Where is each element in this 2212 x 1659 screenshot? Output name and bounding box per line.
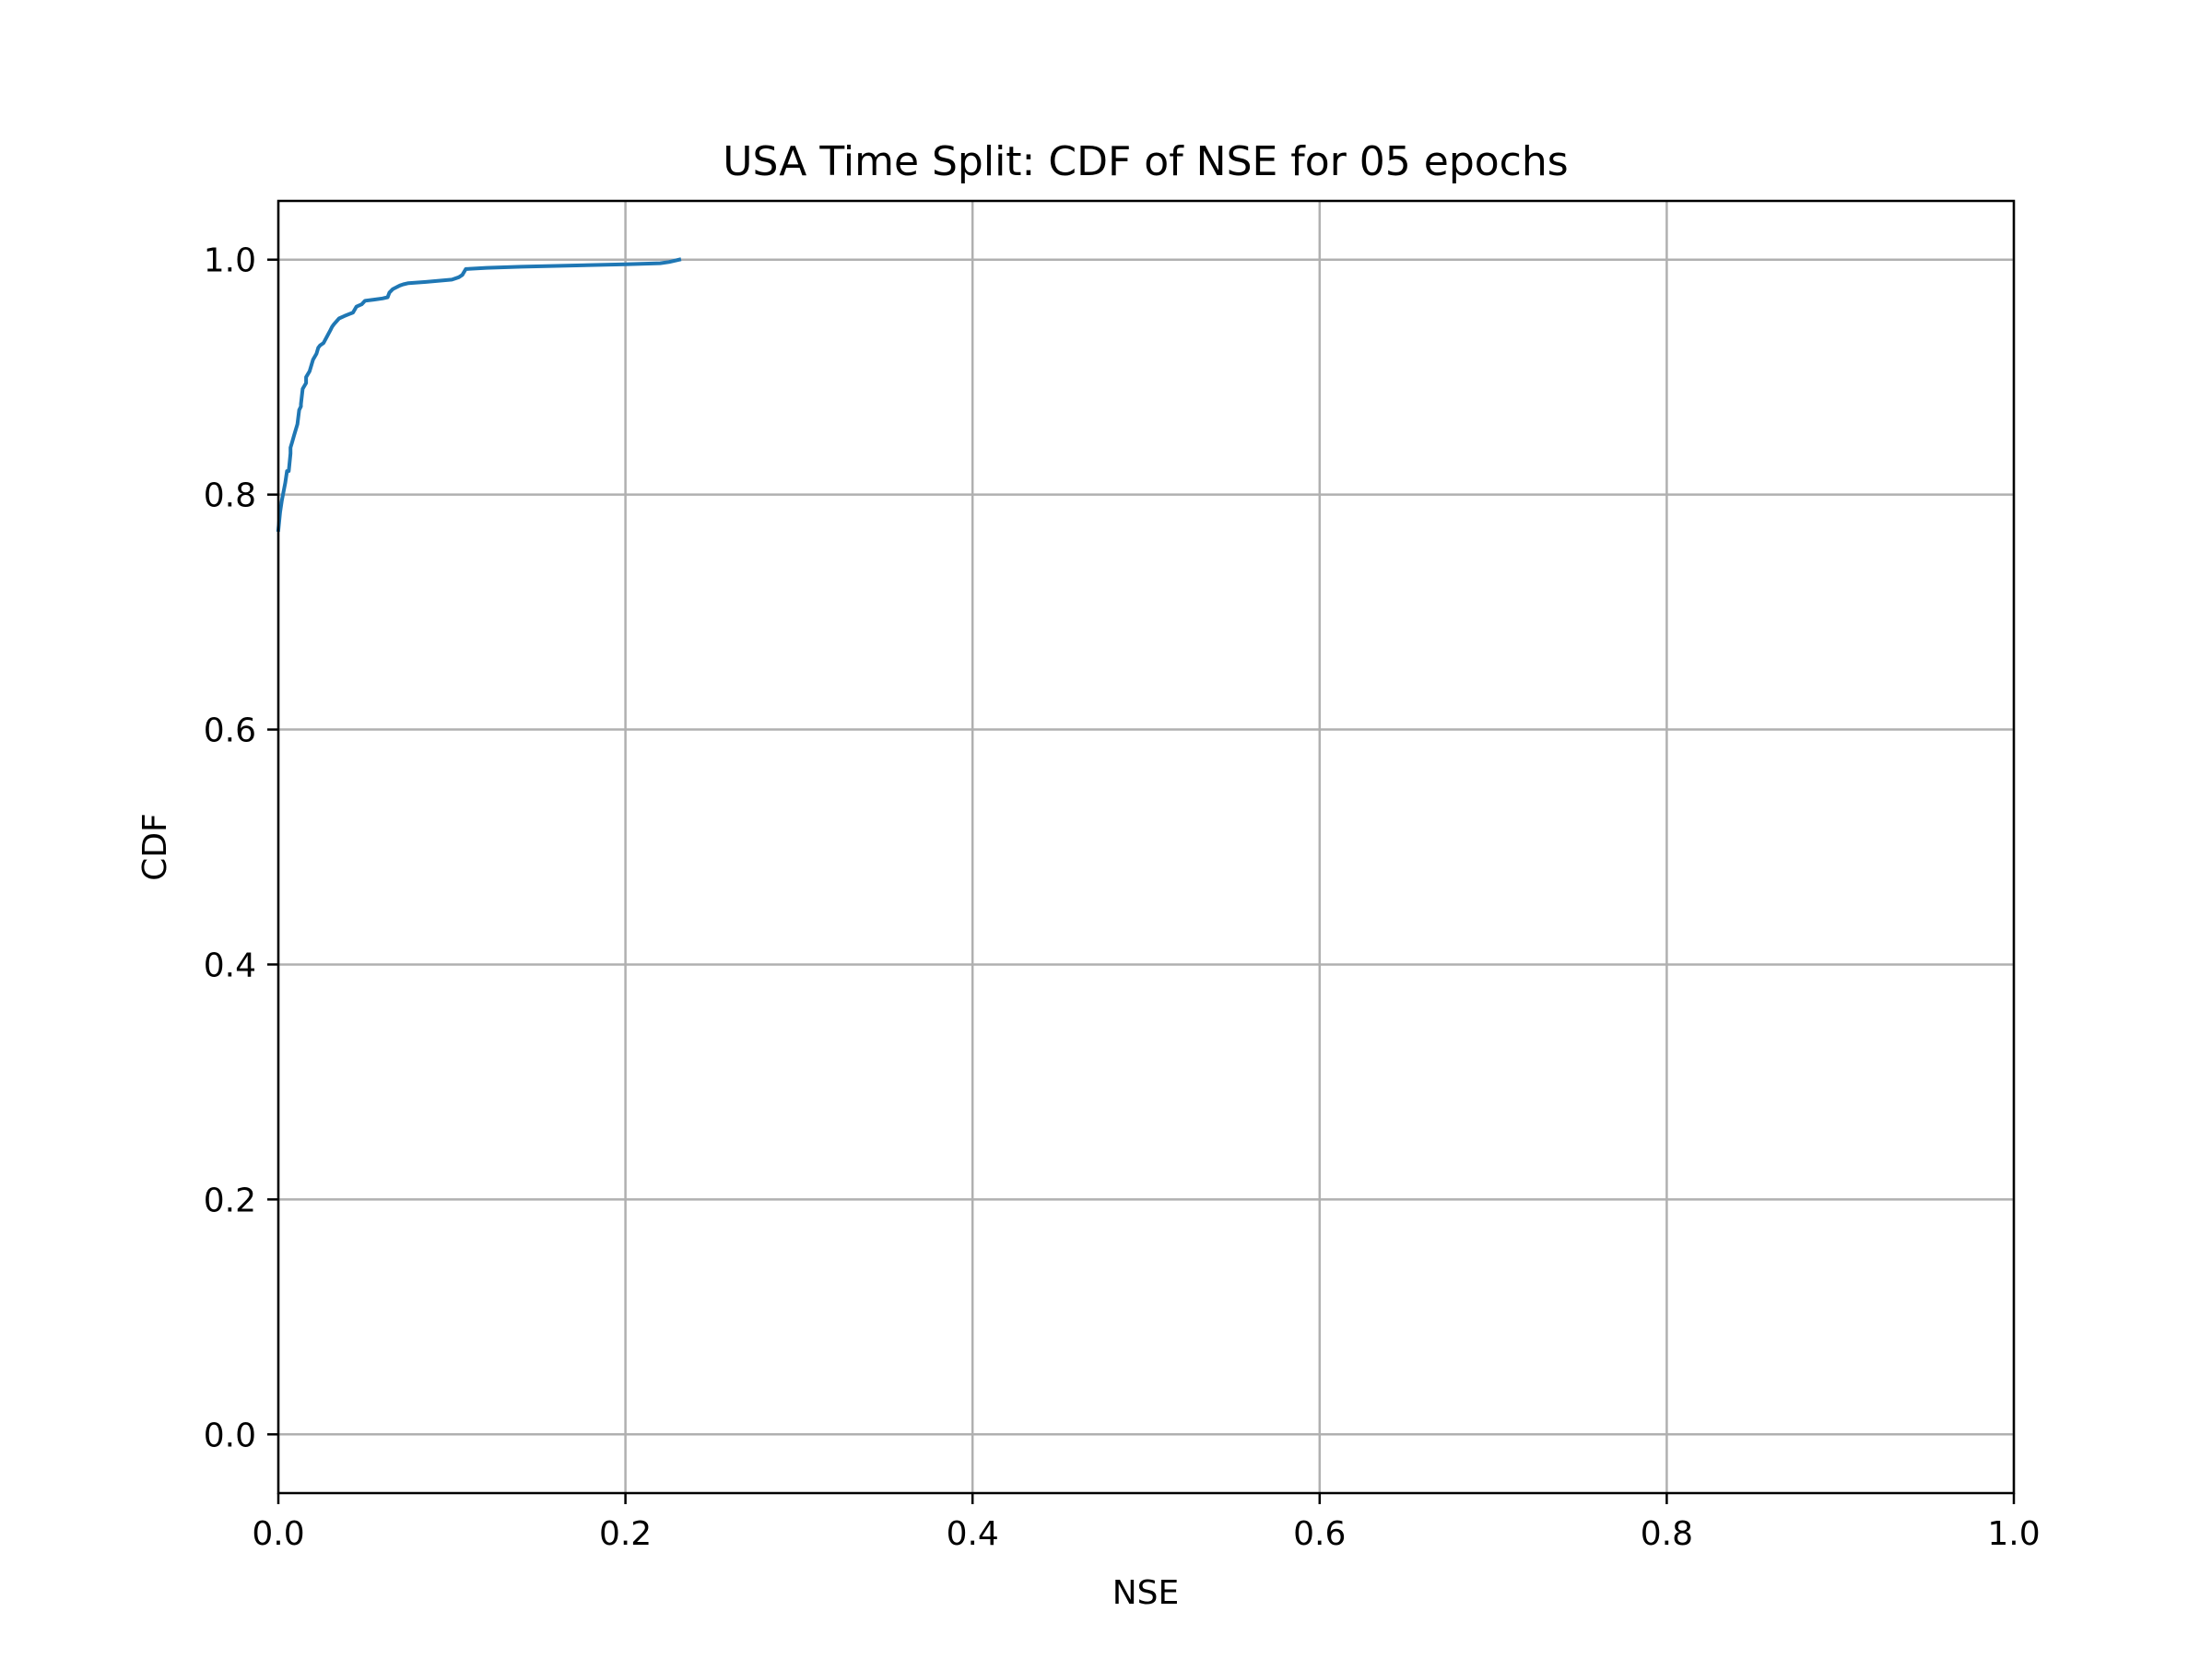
axes-frame: [276, 199, 2016, 1495]
x-tick-label: 0.0: [252, 1515, 304, 1553]
x-tick-label: 0.6: [1293, 1515, 1346, 1553]
chart-title: USA Time Split: CDF of NSE for 05 epochs: [723, 138, 1568, 185]
y-tick-label: 0.6: [204, 712, 256, 750]
x-tick-label: 0.2: [599, 1515, 652, 1553]
series-layer: [276, 257, 682, 533]
y-tick-label: 1.0: [204, 242, 256, 280]
y-tick-label: 0.4: [204, 947, 256, 984]
y-tick-label: 0.8: [204, 477, 256, 515]
cdf-series-line: [276, 257, 682, 533]
x-tick-label: 1.0: [1987, 1515, 2040, 1553]
y-tick-label: 0.0: [204, 1417, 256, 1454]
ticks: 0.0 0.2 0.4 0.6 0.8 1.0 0.0 0.2 0.4 0.6 0.8 1.0: [204, 242, 2041, 1553]
y-axis-title: CDF: [136, 813, 174, 881]
x-tick-label: 0.4: [947, 1515, 999, 1553]
plot-area: [278, 201, 2014, 1493]
y-tick-label: 0.2: [204, 1182, 256, 1219]
grid-lines: [276, 201, 2016, 1493]
x-axis-title: NSE: [1112, 1574, 1180, 1612]
x-tick-label: 0.8: [1641, 1515, 1693, 1553]
